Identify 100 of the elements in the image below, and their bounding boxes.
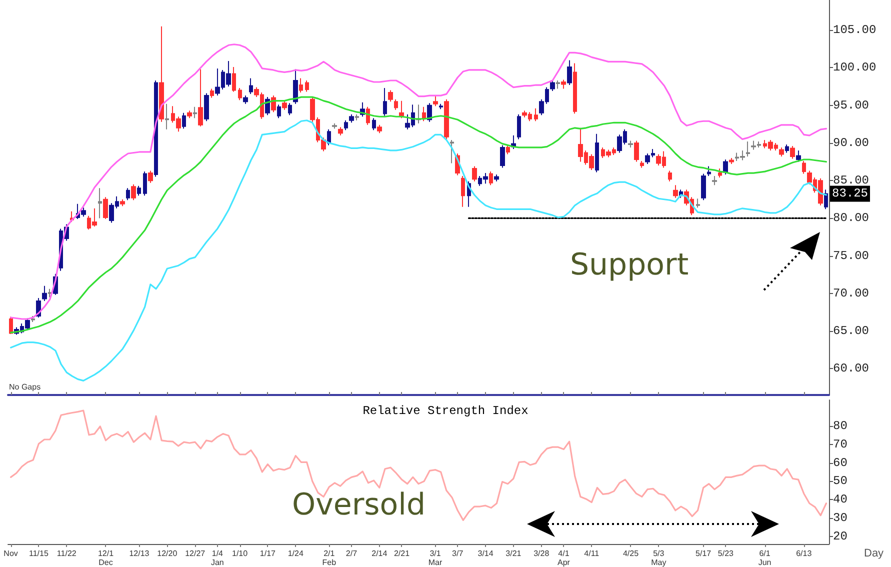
candlestick (165, 103, 169, 130)
candlestick (567, 60, 572, 86)
annotation: No Gaps (9, 382, 41, 392)
candlestick (696, 198, 700, 208)
y-tick-label: 65.00 (833, 324, 870, 338)
candlestick (779, 146, 784, 157)
x-tick-label: 4/1 Apr (557, 549, 570, 567)
candlestick (187, 110, 192, 119)
candlestick (534, 108, 538, 122)
y-tick-label: 80 (833, 418, 848, 433)
candlestick (9, 316, 13, 335)
annotation: Support (570, 248, 689, 282)
y-tick-label: 20 (833, 530, 848, 544)
candlestick (439, 103, 443, 110)
candlestick (355, 114, 359, 121)
candlestick (802, 160, 806, 174)
x-tick-label: 11/22 (56, 549, 77, 558)
candlestick (383, 88, 387, 116)
x-tick-label: 2/21 (394, 549, 410, 558)
candlestick (103, 196, 108, 220)
y-tick-label: 70 (833, 437, 848, 452)
text: Day (864, 548, 884, 560)
candlestick (126, 188, 130, 201)
y-tick-label: 90.00 (833, 136, 870, 150)
y-tick-label: 40 (833, 492, 848, 507)
candlestick (338, 126, 343, 136)
candlestick (461, 176, 465, 208)
candlestick (182, 112, 186, 130)
candlestick (668, 170, 672, 182)
candlestick (790, 145, 795, 160)
candlestick (796, 150, 801, 162)
x-tick-label: 4/25 (622, 549, 640, 558)
candlestick (394, 98, 398, 110)
candlestick (120, 198, 125, 207)
candlestick (344, 120, 348, 131)
x-tick-label: 2/7 (346, 549, 358, 558)
x-tick-label: 3/1 Mar (428, 549, 442, 567)
line-series (10, 120, 828, 382)
annotation: 83.25 (832, 186, 868, 201)
candlestick (299, 78, 303, 94)
candlestick (494, 174, 499, 182)
candlestick (450, 139, 454, 164)
candlestick (349, 114, 354, 124)
candlestick (210, 88, 214, 98)
y-tick-label: 60 (833, 456, 848, 470)
candlestick (634, 140, 639, 162)
x-tick-label: 12/20 (157, 549, 178, 558)
candlestick (143, 171, 147, 196)
candlestick (372, 118, 376, 131)
candlestick (824, 189, 828, 210)
candlestick (444, 98, 449, 140)
y-tick-label: 70.00 (833, 286, 870, 300)
candlestick (42, 285, 47, 302)
y-tick-label: 80.00 (833, 211, 870, 226)
candlestick (399, 100, 404, 119)
x-tick-label: 4/11 (584, 549, 600, 558)
x-tick-label: 5/3 May (651, 549, 666, 567)
candlestick (288, 102, 292, 116)
candlestick (785, 144, 789, 154)
candlestick (48, 288, 52, 298)
candlestick (238, 88, 242, 101)
x-tick-label: 3/21 (506, 549, 522, 558)
y-tick-label: 30 (833, 511, 848, 526)
candlestick (573, 62, 577, 114)
annotation: Oversold (292, 488, 426, 522)
x-tick-label: 1/24 (288, 549, 304, 558)
candlestick (327, 128, 331, 146)
x-tick-label: 12/1 Dec (98, 549, 114, 567)
x-tick-label: 3/14 (478, 549, 494, 558)
line-series (10, 96, 828, 334)
candlestick (131, 184, 136, 201)
candlestick (232, 66, 236, 92)
candlestick (305, 80, 309, 92)
candlestick (282, 100, 287, 110)
candlestick (433, 96, 438, 107)
candlestick (388, 90, 393, 102)
candlestick (249, 78, 253, 95)
x-tick-label: 1/4 Jan (210, 549, 224, 567)
candlestick (673, 184, 678, 198)
y-tick-label: 75.00 (833, 248, 870, 263)
candlestick (154, 80, 158, 178)
candlestick (159, 26, 164, 122)
candlestick (277, 104, 281, 119)
line-series (10, 44, 828, 320)
candlestick (517, 114, 521, 140)
candlestick (98, 188, 102, 219)
candlestick (137, 185, 141, 196)
candlestick (707, 166, 711, 177)
candlestick (757, 140, 761, 148)
candlestick (751, 140, 756, 150)
candlestick (31, 316, 35, 323)
candlestick (556, 80, 560, 90)
candlestick (701, 173, 706, 201)
candlestick (595, 133, 599, 173)
candlestick (506, 144, 510, 155)
candlestick (472, 166, 477, 182)
candlestick (377, 124, 382, 134)
y-tick-label: 85.00 (833, 174, 870, 188)
x-tick-label: 3/7 (452, 549, 464, 558)
candlestick (489, 171, 493, 186)
